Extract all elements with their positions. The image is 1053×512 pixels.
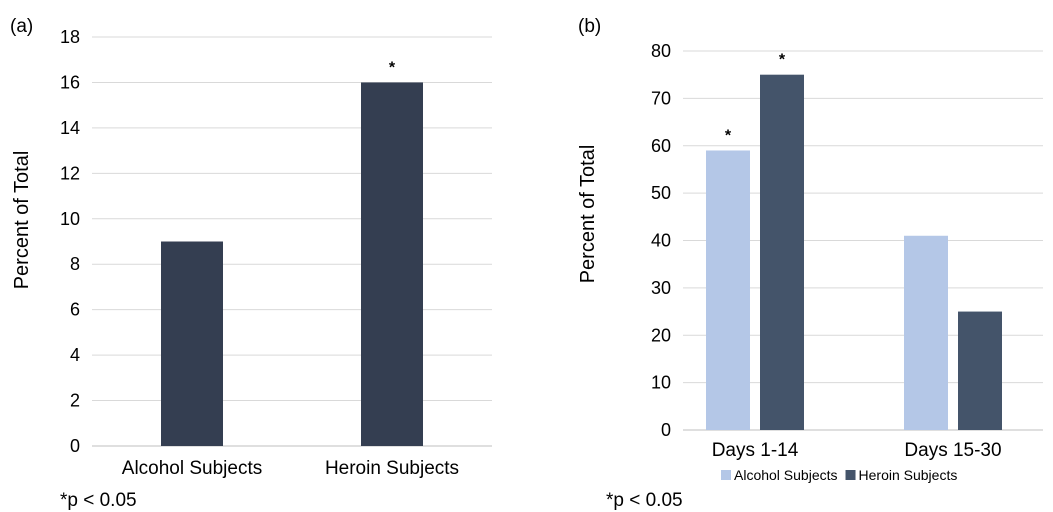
y-tick-label: 70 (651, 88, 671, 108)
panel-label-b: (b) (578, 16, 601, 37)
bars-a: * (161, 59, 423, 446)
legend-swatch (845, 470, 856, 480)
y-tick-label: 80 (651, 41, 671, 61)
y-tick-label: 8 (70, 254, 80, 274)
x-tick-labels-b: Days 1-14 Days 15-30 (712, 440, 1002, 461)
legend-label: Heroin Subjects (859, 467, 958, 483)
bar (760, 74, 804, 430)
y-tick-label: 0 (70, 436, 80, 456)
y-tick-label: 30 (651, 278, 671, 298)
y-tick-label: 40 (651, 231, 671, 251)
chart-panel-a: (a) 0 2 4 6 8 10 12 14 16 18 * Alcohol Subjects He… (10, 16, 492, 511)
footnote-b: *p < 0.05 (606, 490, 683, 511)
x-tick-label: Heroin Subjects (325, 458, 459, 479)
y-axis-label-a: Percent of Total (11, 151, 33, 290)
bar (904, 235, 948, 430)
panel-label-a: (a) (10, 16, 33, 37)
y-tick-label: 10 (651, 373, 671, 393)
y-tick-label: 10 (60, 209, 80, 229)
y-tick-labels-b: 0 10 20 30 40 50 60 70 80 (651, 41, 671, 440)
legend-label: Alcohol Subjects (734, 467, 838, 483)
legend-swatch (721, 470, 731, 480)
legend-b: Alcohol Subjects Heroin Subjects (721, 467, 957, 483)
footnote-a: *p < 0.05 (60, 490, 137, 511)
bar (706, 150, 750, 431)
y-tick-label: 6 (70, 300, 80, 320)
bars-b: ** (706, 52, 1002, 431)
y-tick-label: 20 (651, 325, 671, 345)
y-tick-label: 2 (70, 391, 80, 411)
y-tick-label: 60 (651, 136, 671, 156)
x-tick-label: Alcohol Subjects (122, 458, 262, 479)
y-tick-label: 12 (60, 163, 80, 183)
y-tick-label: 18 (60, 27, 80, 47)
y-tick-label: 0 (661, 420, 671, 440)
bar (958, 311, 1002, 430)
bar (161, 241, 223, 446)
y-tick-label: 50 (651, 183, 671, 203)
y-tick-labels-a: 0 2 4 6 8 10 12 14 16 18 (60, 27, 80, 456)
significance-marker: * (389, 59, 396, 76)
gridlines-a (92, 36, 492, 447)
bar (361, 82, 423, 446)
x-tick-label: Days 15-30 (904, 440, 1001, 461)
x-tick-label: Days 1-14 (712, 440, 799, 461)
y-axis-label-b: Percent of Total (577, 145, 599, 284)
y-tick-label: 16 (60, 72, 80, 92)
x-tick-labels-a: Alcohol Subjects Heroin Subjects (122, 458, 459, 479)
y-tick-label: 14 (60, 118, 80, 138)
significance-marker: * (725, 127, 732, 144)
significance-marker: * (779, 52, 786, 69)
y-tick-label: 4 (70, 345, 80, 365)
